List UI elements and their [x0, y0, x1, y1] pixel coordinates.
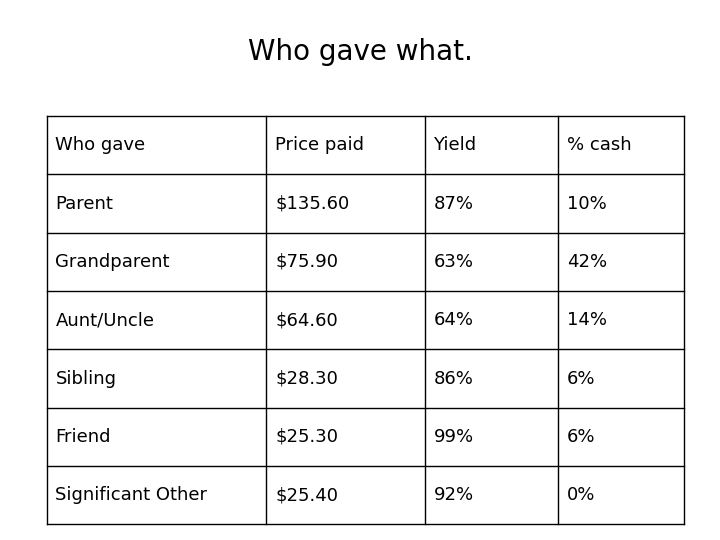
Text: % cash: % cash	[567, 136, 631, 154]
Text: 86%: 86%	[433, 369, 473, 388]
Text: $25.30: $25.30	[275, 428, 338, 446]
Text: 64%: 64%	[433, 311, 474, 329]
Text: 99%: 99%	[433, 428, 474, 446]
Text: Parent: Parent	[55, 194, 113, 213]
Text: 0%: 0%	[567, 486, 595, 504]
Text: 14%: 14%	[567, 311, 607, 329]
Text: $25.40: $25.40	[275, 486, 338, 504]
Text: 10%: 10%	[567, 194, 606, 213]
Text: Who gave what.: Who gave what.	[248, 38, 472, 66]
Text: Sibling: Sibling	[55, 369, 117, 388]
Text: 92%: 92%	[433, 486, 474, 504]
Text: Aunt/Uncle: Aunt/Uncle	[55, 311, 154, 329]
Text: Grandparent: Grandparent	[55, 253, 170, 271]
Text: 42%: 42%	[567, 253, 607, 271]
Text: Price paid: Price paid	[275, 136, 364, 154]
Text: $64.60: $64.60	[275, 311, 338, 329]
Text: 6%: 6%	[567, 369, 595, 388]
Text: Friend: Friend	[55, 428, 111, 446]
Text: $135.60: $135.60	[275, 194, 349, 213]
Text: Significant Other: Significant Other	[55, 486, 207, 504]
Text: $28.30: $28.30	[275, 369, 338, 388]
Text: 63%: 63%	[433, 253, 474, 271]
Text: 87%: 87%	[433, 194, 474, 213]
Text: Who gave: Who gave	[55, 136, 145, 154]
Text: $75.90: $75.90	[275, 253, 338, 271]
Text: 6%: 6%	[567, 428, 595, 446]
Text: Yield: Yield	[433, 136, 477, 154]
